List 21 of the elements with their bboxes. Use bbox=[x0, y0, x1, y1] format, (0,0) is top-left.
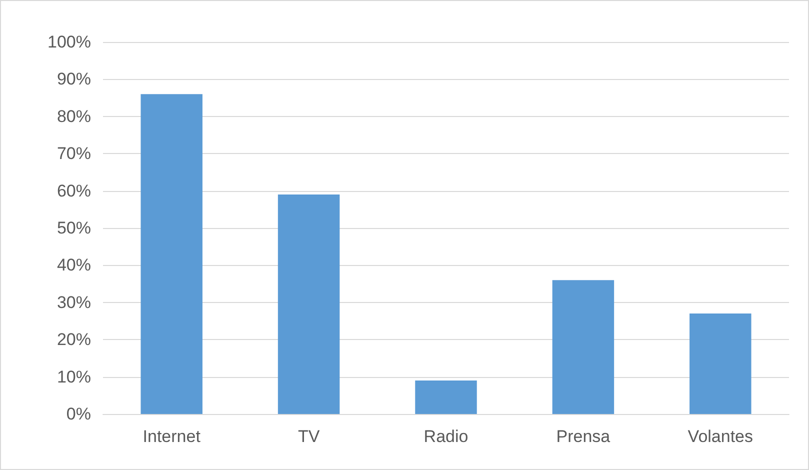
y-tick-label: 10% bbox=[56, 367, 91, 386]
y-tick-label: 90% bbox=[56, 70, 91, 89]
y-tick-label: 80% bbox=[56, 106, 91, 126]
x-tick-label: TV bbox=[298, 427, 320, 446]
y-tick-label: 50% bbox=[56, 218, 91, 238]
y-tick-label: 0% bbox=[66, 404, 91, 424]
y-tick-label: 60% bbox=[56, 181, 91, 200]
x-tick-label: Volantes bbox=[688, 427, 754, 446]
y-tick-label: 20% bbox=[56, 330, 91, 350]
x-tick-label: Internet bbox=[142, 427, 201, 446]
y-tick-label: 70% bbox=[56, 144, 91, 164]
bar bbox=[278, 194, 340, 414]
bar bbox=[552, 280, 614, 414]
bar bbox=[690, 314, 752, 414]
bar bbox=[415, 380, 477, 414]
y-tick-label: 40% bbox=[56, 256, 91, 275]
x-tick-label: Radio bbox=[424, 427, 468, 446]
y-tick-label: 100% bbox=[48, 32, 91, 52]
bar bbox=[140, 94, 202, 414]
y-tick-label: 30% bbox=[56, 292, 91, 312]
x-tick-label: Prensa bbox=[556, 427, 611, 446]
